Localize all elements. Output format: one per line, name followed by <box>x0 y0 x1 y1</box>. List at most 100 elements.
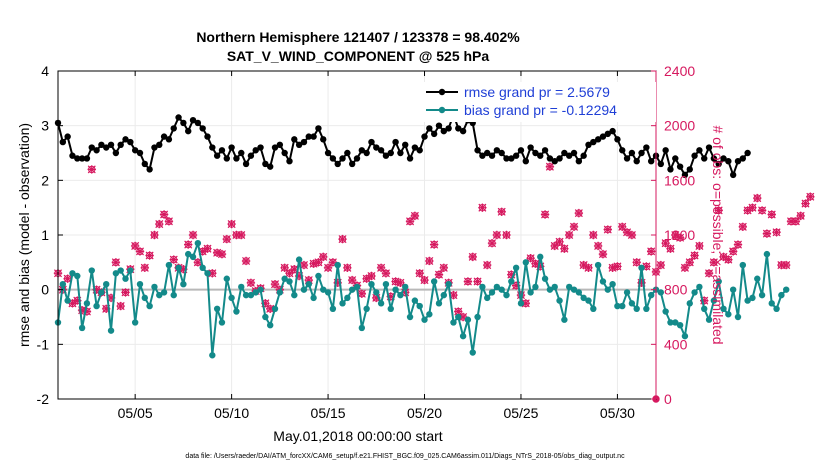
obs-assimilated-cross <box>714 206 723 215</box>
obs-assimilated-cross <box>184 240 193 249</box>
bias-point <box>512 264 520 271</box>
rmse-point <box>363 149 370 157</box>
obs-count-marker <box>555 237 564 247</box>
rmse-point <box>744 149 751 157</box>
bias-point <box>484 294 491 302</box>
bias-point <box>242 291 250 299</box>
bias-point <box>387 305 394 312</box>
obs-assimilated-cross <box>483 260 492 270</box>
bias-point <box>763 250 771 258</box>
obs-count-marker <box>121 288 130 297</box>
rmse-point <box>512 152 520 159</box>
bias-point <box>295 256 303 263</box>
bias-point <box>464 316 472 323</box>
bias-point <box>223 275 230 282</box>
bias-point <box>194 240 202 247</box>
rmse-point <box>329 155 337 162</box>
obs-count-marker <box>748 203 757 212</box>
rmse-point <box>242 160 250 168</box>
bias-point <box>329 305 337 312</box>
obs-assimilated-cross <box>671 230 680 240</box>
obs-count-marker <box>338 234 347 244</box>
obs-count-marker <box>376 263 386 272</box>
rmse-point <box>223 155 230 162</box>
legend-bias-label: bias grand pr = -0.12294 <box>464 102 617 118</box>
rmse-point <box>218 147 226 154</box>
bias-point <box>392 286 399 293</box>
obs-count-marker <box>347 275 357 285</box>
y-tick-label: 0 <box>41 282 49 298</box>
obs-count-marker <box>164 217 174 226</box>
obs-count-marker <box>87 165 96 174</box>
bias-point <box>281 275 288 282</box>
obs-count-marker <box>598 249 608 259</box>
obs-count-marker <box>203 244 212 253</box>
obs-assimilated-cross <box>555 237 564 247</box>
obs-assimilated-cross <box>786 217 796 226</box>
y-tick-label: 1 <box>41 227 49 243</box>
bias-point <box>358 324 366 332</box>
obs-assimilated-cross <box>347 275 357 285</box>
rmse-point <box>517 147 525 154</box>
y2-tick-label: 2400 <box>664 63 695 79</box>
obs-assimilated-cross <box>179 264 188 274</box>
obs-assimilated-cross <box>724 255 733 264</box>
obs-count-marker <box>550 241 559 251</box>
bias-point <box>522 259 529 266</box>
obs-assimilated-cross <box>130 241 140 251</box>
obs-count-marker <box>724 255 733 264</box>
obs-assimilated-cross <box>777 260 786 270</box>
obs-assimilated-cross <box>111 258 121 267</box>
obs-assimilated-cross <box>319 252 328 262</box>
bias-point <box>768 300 775 307</box>
bias-point <box>599 278 607 285</box>
rmse-point <box>676 163 684 170</box>
obs-assimilated-cross <box>77 305 87 315</box>
rmse-point <box>691 152 698 159</box>
obs-assimilated-cross <box>299 260 309 270</box>
obs-assimilated-cross <box>613 262 622 271</box>
obs-count-marker <box>574 208 584 218</box>
obs-count-marker <box>502 230 511 240</box>
bias-point <box>397 291 404 299</box>
obs-assimilated-cross <box>487 239 497 248</box>
obs-count-marker <box>270 280 280 289</box>
bias-point <box>609 281 616 288</box>
rmse-point <box>156 141 163 148</box>
obs-assimilated-cross <box>169 255 178 264</box>
bias-point <box>498 286 505 293</box>
obs-assimilated-cross <box>116 301 125 311</box>
bias-point <box>537 253 544 261</box>
obs-count-marker <box>227 219 236 229</box>
y2-tick-label: 1200 <box>664 227 695 243</box>
bias-point <box>691 289 698 296</box>
bias-point <box>74 272 81 280</box>
rmse-point <box>315 125 322 132</box>
bias-point <box>78 324 86 332</box>
bias-point <box>213 305 221 312</box>
bias-point <box>580 294 587 302</box>
obs-assimilated-cross <box>584 263 593 272</box>
bias-point <box>623 289 631 296</box>
obs-count-marker <box>772 228 781 237</box>
obs-assimilated-cross <box>203 244 212 253</box>
obs-assimilated-cross <box>212 248 222 257</box>
bias-point <box>696 283 703 291</box>
obs-assimilated-cross <box>806 192 815 201</box>
bias-point <box>122 275 129 282</box>
bias-point <box>151 283 158 291</box>
bias-point <box>672 319 679 326</box>
rmse-point <box>522 158 529 165</box>
obs-assimilated-cross <box>642 262 651 271</box>
bias-point <box>517 300 525 307</box>
bias-point <box>180 281 187 288</box>
obs-assimilated-cross <box>550 241 559 251</box>
bias-point <box>647 291 655 299</box>
obs-assimilated-cross <box>227 219 236 229</box>
bias-point <box>411 297 419 304</box>
rmse-point <box>657 160 665 168</box>
obs-count-marker <box>618 222 627 231</box>
rmse-point <box>88 144 95 151</box>
rmse-point <box>532 149 539 157</box>
obs-assimilated-cross <box>564 230 574 240</box>
